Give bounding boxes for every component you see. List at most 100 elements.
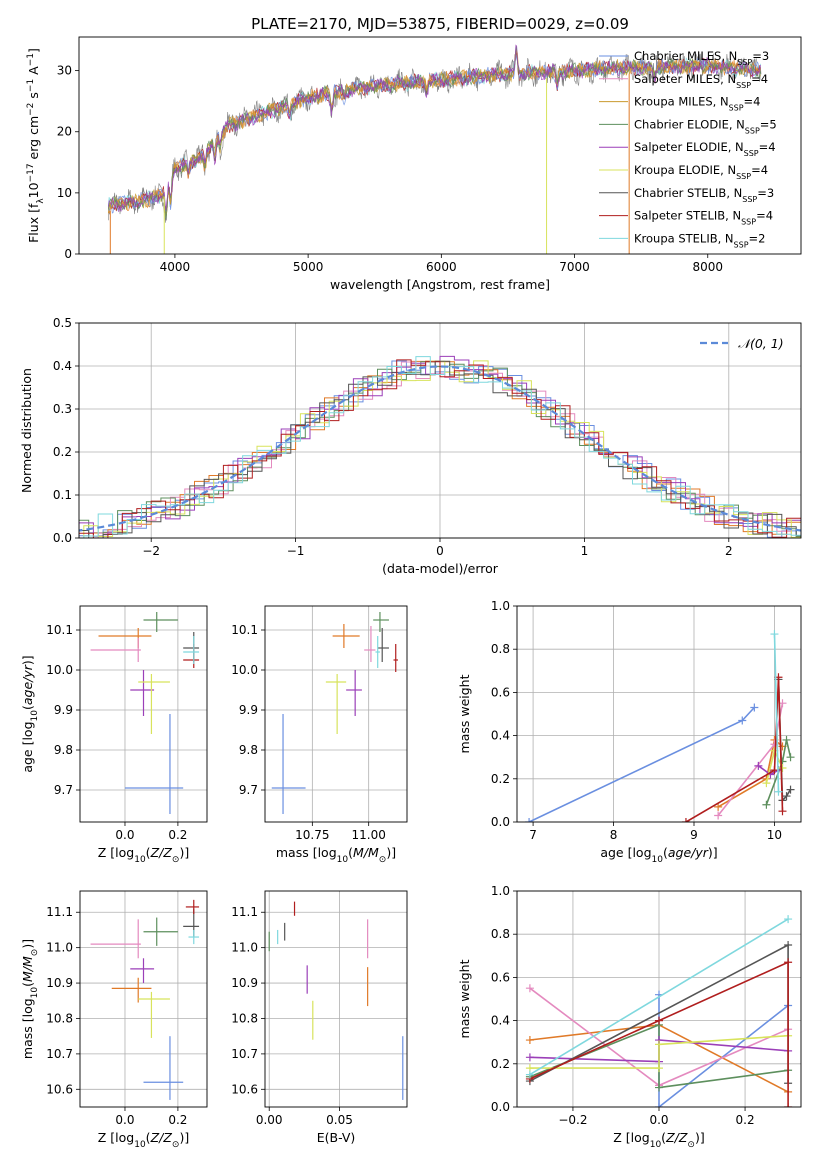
legend-entry: Kroupa ELODIE, NSSP=4 [634,163,768,181]
y-tick-label: 0.0 [53,531,72,545]
x-tick-label: −0.2 [558,1113,587,1127]
errorbar-point [130,958,155,984]
plot-area-age_vs_Z [90,612,200,814]
figure-title: PLATE=2170, MJD=53875, FIBERID=0029, z=0… [251,15,629,33]
weight-marker [655,1040,663,1049]
y-tick-label: 1.0 [491,884,510,898]
x-tick-label: 0.2 [168,828,187,842]
errorbar-point [393,644,398,672]
x-axis-label: E(B-V) [317,1130,356,1145]
y-tick-label: 10.7 [46,1047,73,1061]
x-tick-label: 4000 [160,260,191,274]
legend-entry: Salpeter ELODIE, NSSP=4 [634,140,776,158]
weight-marker [784,941,793,949]
x-tick-label: 0.0 [649,1113,668,1127]
weight-line [529,1034,789,1069]
errorbar-point [346,670,362,716]
weight-marker [714,811,723,820]
weight-marker [655,1103,663,1107]
x-axis-label: Z [log10(Z/Z⊙)] [98,1130,189,1150]
y-tick-label: 0 [64,247,72,261]
x-tick-label: 8 [610,828,618,842]
legend-entry: Salpeter MILES, NSSP=4 [634,72,768,90]
y-tick-label: 9.9 [54,703,73,717]
y-tick-label: 10.9 [46,976,73,990]
weight-marker [782,735,791,744]
axes-frame [264,890,408,1108]
weight-marker [782,792,791,801]
y-tick-label: 20 [57,125,72,139]
errorbar-point [377,628,389,662]
weight-marker [655,1083,663,1092]
weight-marker [681,818,690,822]
y-tick-label: 10.9 [231,976,258,990]
weight-marker [762,779,771,788]
weight-marker [525,1070,534,1079]
model-spectrum [107,50,761,214]
histogram-legend: 𝒩(0, 1) [700,336,784,351]
weight-marker [655,1064,663,1073]
weight-marker [750,703,759,712]
weight-marker [784,915,793,924]
weight-marker [762,800,771,809]
axes-frame [78,36,802,255]
legend-entry: Kroupa MILES, NSSP=4 [634,95,760,113]
model-spectrum [107,44,761,212]
y-tick-label: 9.8 [239,743,258,757]
x-axis-label: wavelength [Angstrom, rest frame] [330,277,550,292]
errorbar-point [90,638,141,662]
weight-marker [778,764,787,772]
gridlines-age_vs_mass [265,606,407,822]
weight-series [525,703,759,822]
axes-age_vs_mass: 10.75 11.00 9.7 9.8 9.9 10.0 10.1 mass [log10(M… [231,605,408,865]
plot-area-residuals [79,355,801,538]
weight-line [773,634,780,792]
y-tick-label: 10.8 [231,1011,258,1025]
residual-histogram [79,360,801,538]
weight-line [717,738,784,808]
errorbar-point [325,674,347,734]
weight-series [655,990,793,1107]
y-tick-label: 10.0 [231,663,258,677]
errorbar-point [138,991,170,1038]
y-tick-label: 0.6 [491,685,510,699]
y-tick-label: 0.0 [491,815,510,829]
axes-frame [264,605,408,823]
errorbar-point [143,612,178,632]
errorbar-point [143,917,178,946]
axes-weight_vs_Z: −0.2 0.0 0.2 0.0 0.2 0.4 0.6 0.8 1.0 Z [log10(Z/Z… [457,884,802,1150]
x-tick-label: 0.05 [326,1113,353,1127]
weight-marker [754,761,763,770]
y-axis-label: mass weight [457,959,472,1038]
weight-marker [738,716,747,725]
y-tick-label: 0.2 [491,772,510,786]
y-tick-label: 0.2 [53,445,72,459]
residual-histogram [79,356,801,538]
legend-entry: Kroupa STELIB, NSSP=2 [634,231,765,249]
weight-marker [525,1053,534,1062]
errorbar-point [183,632,200,662]
weight-marker [525,818,534,822]
gridlines-weight_vs_age [517,605,801,823]
weight-marker [774,787,783,796]
y-tick-label: 10.6 [231,1082,258,1096]
weight-series [525,958,793,1107]
weight-marker [784,958,793,967]
errorbar-point [185,899,200,915]
weight-series [525,915,793,1079]
x-axis-label: mass [log10(M/M⊙)] [276,845,396,865]
y-axis-label: mass [log10(M/M⊙)] [20,939,40,1059]
x-tick-label: 5000 [293,260,324,274]
errorbar-point [364,626,376,662]
weight-marker [655,1016,663,1025]
x-tick-label: 0.0 [115,828,134,842]
plot-area-weight_vs_Z [525,915,793,1107]
y-tick-label: 0.1 [53,488,72,502]
x-tick-label: 7000 [559,260,590,274]
axes-weight_vs_age: 7 8 9 10 0.0 0.2 0.4 0.6 0.8 1.0 age [log10(age/yr… [457,599,802,865]
errorbar-point [375,636,380,668]
weight-marker [770,630,779,639]
plot-area-mass_vs_Z [90,899,200,1100]
legend-entry: 𝒩(0, 1) [738,336,784,351]
